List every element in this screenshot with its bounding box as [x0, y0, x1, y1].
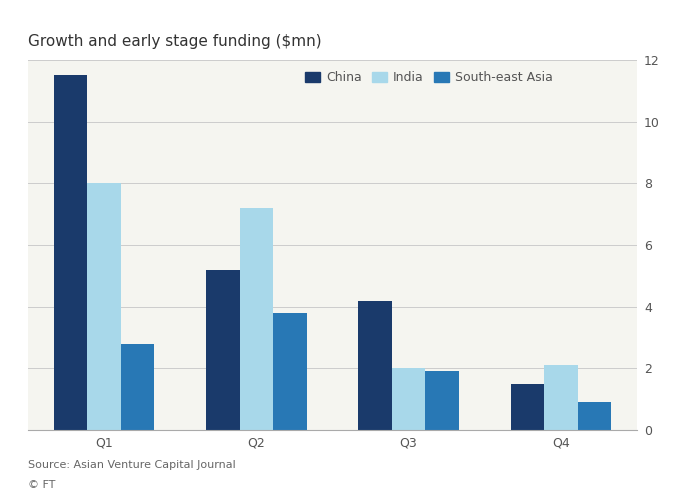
Text: Growth and early stage funding ($mn): Growth and early stage funding ($mn) — [28, 34, 321, 49]
Bar — [239, 208, 273, 430]
Text: Source: Asian Venture Capital Journal: Source: Asian Venture Capital Journal — [28, 460, 236, 470]
Bar — [88, 184, 121, 430]
Text: © FT: © FT — [28, 480, 55, 490]
Bar — [273, 313, 307, 430]
Bar — [510, 384, 544, 430]
Bar — [544, 365, 577, 430]
Bar — [578, 402, 611, 430]
Bar — [54, 76, 88, 430]
Bar — [392, 368, 426, 430]
Bar — [358, 300, 392, 430]
Legend: China, India, South-east Asia: China, India, South-east Asia — [300, 66, 558, 89]
Bar — [121, 344, 155, 430]
Bar — [206, 270, 239, 430]
Bar — [426, 372, 459, 430]
